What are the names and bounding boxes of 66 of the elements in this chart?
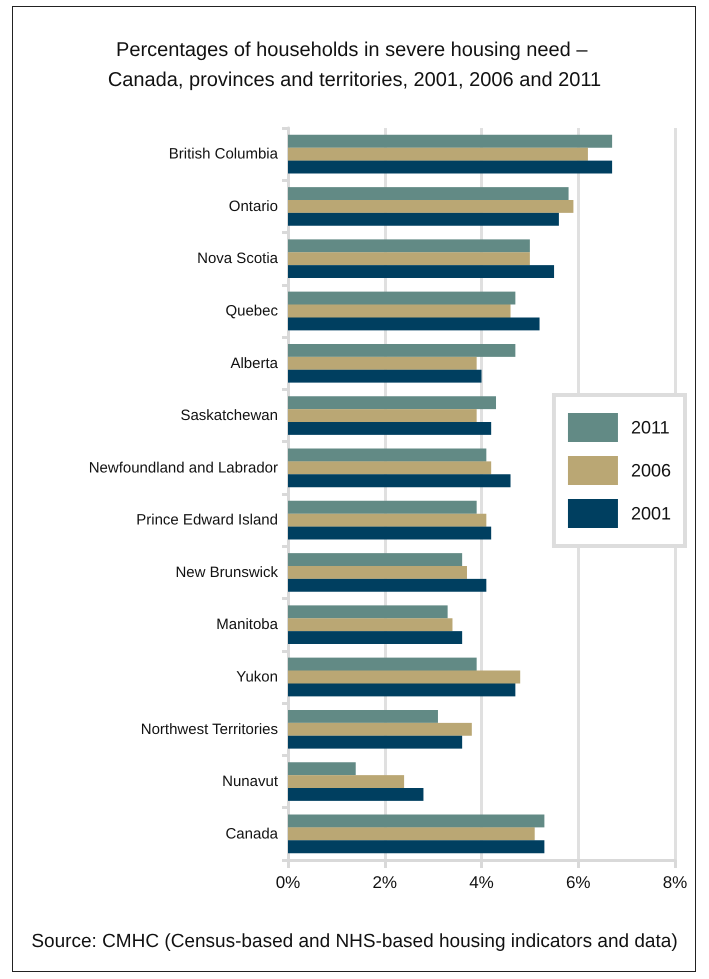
bar <box>288 736 462 749</box>
bar <box>288 265 554 278</box>
bar <box>288 370 482 383</box>
legend-label: 2011 <box>630 418 670 438</box>
bar <box>288 566 467 579</box>
bar <box>288 658 477 671</box>
y-tick-label: Yukon <box>236 668 278 686</box>
y-tick-label: New Brunswick <box>175 564 278 581</box>
bar <box>288 775 404 788</box>
bar <box>288 317 540 330</box>
bar <box>288 422 492 435</box>
bar <box>288 762 356 776</box>
bar <box>288 788 424 801</box>
y-tick-label: Alberta <box>230 354 279 372</box>
bar <box>288 840 544 854</box>
bar <box>288 526 492 540</box>
y-tick-label: Manitoba <box>216 616 279 634</box>
bar <box>288 304 511 318</box>
bar <box>288 148 588 161</box>
legend-label: 2001 <box>630 504 672 524</box>
chart-title: Percentages of households in severe housing need – Canada, provinces and territories, 2001, 2006 and 2011 <box>108 39 602 91</box>
y-tick-label: Nunavut <box>222 773 279 790</box>
bar <box>288 683 516 696</box>
y-tick-label: Nova Scotia <box>197 250 279 268</box>
y-tick-label: Quebec <box>225 302 278 320</box>
bar <box>288 409 477 422</box>
bar <box>288 474 511 488</box>
bar <box>288 500 477 514</box>
bar <box>288 814 544 828</box>
bar <box>288 396 496 410</box>
x-tick-label: 8% <box>662 873 688 892</box>
y-tick-label: Prince Edward Island <box>136 512 278 529</box>
bar <box>288 631 462 644</box>
bar <box>288 670 520 684</box>
bar <box>288 827 535 840</box>
bar <box>288 578 486 592</box>
bar <box>288 618 452 632</box>
bar <box>288 344 516 357</box>
bar <box>288 553 462 566</box>
x-tick-label: 4% <box>469 873 494 892</box>
x-tick-label: 0% <box>276 873 300 892</box>
bar <box>288 605 448 618</box>
y-tick-label: Canada <box>225 825 279 842</box>
x-tick-label: 6% <box>566 873 591 892</box>
y-tick-label: Ontario <box>228 198 278 215</box>
bar <box>288 239 530 252</box>
bar <box>288 448 486 462</box>
bar <box>288 160 612 174</box>
bar <box>288 134 612 148</box>
bar <box>288 252 530 266</box>
source-note: Source: CMHC (Census-based and NHS-based housing indicators and data) <box>31 931 678 952</box>
y-tick-label: Newfoundland and Labrador <box>88 459 278 476</box>
bar <box>288 356 477 370</box>
bar <box>288 292 516 305</box>
y-tick-label: British Columbia <box>168 146 279 163</box>
bar <box>288 710 438 723</box>
y-tick-label: Northwest Territories <box>140 720 278 738</box>
legend-label: 2006 <box>630 460 672 480</box>
bar <box>288 514 486 527</box>
bar <box>288 200 574 213</box>
bar <box>288 461 492 474</box>
bar <box>288 212 559 226</box>
bar <box>288 722 472 736</box>
bar <box>288 187 569 200</box>
y-tick-label: Saskatchewan <box>180 407 278 424</box>
x-tick-label: 2% <box>372 873 398 892</box>
